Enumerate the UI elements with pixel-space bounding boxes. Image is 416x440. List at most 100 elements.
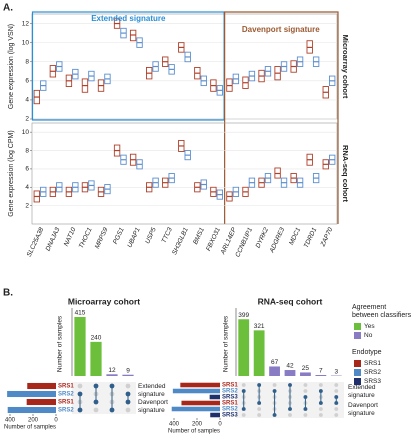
set-group-label: Extended signature	[348, 384, 376, 399]
set-label: SRS1	[58, 384, 74, 390]
x-tick-label: 0	[54, 418, 58, 424]
x-tick-label: 200	[28, 418, 39, 424]
set-size-bar	[209, 394, 220, 400]
matrix-dot	[93, 407, 99, 413]
bar	[238, 319, 250, 376]
bar	[269, 366, 280, 376]
matrix-dot	[318, 413, 323, 417]
matrix-dot-active	[241, 389, 246, 393]
set-label: SRS2	[58, 392, 74, 398]
legend-title: Endotype	[352, 349, 382, 356]
legend-swatch	[354, 360, 361, 367]
x-tick-label: ADGRE3	[268, 226, 286, 254]
matrix-dot	[303, 389, 308, 393]
matrix-bg	[72, 382, 136, 414]
set-size-bar	[27, 382, 56, 390]
matrix-dot-active	[109, 383, 115, 389]
matrix-dot-active	[77, 407, 83, 413]
matrix-dot	[334, 413, 339, 417]
matrix-dot-active	[125, 399, 131, 405]
bar	[300, 372, 311, 376]
y-tick-label: 4	[25, 184, 29, 191]
y-tick-label: 10	[22, 129, 30, 136]
y-tick-label: 2	[25, 116, 29, 123]
legend-swatch	[354, 378, 361, 385]
matrix-dot-active	[334, 401, 339, 405]
matrix-dot	[303, 383, 308, 387]
chart-title: RNA-seq cohort	[258, 296, 323, 306]
y-tick-label: 10	[22, 39, 30, 46]
matrix-dot-active	[303, 395, 308, 399]
bar	[284, 370, 296, 376]
matrix-dot	[125, 407, 131, 413]
matrix-dot-active	[272, 413, 277, 417]
set-size-bar	[210, 412, 220, 418]
value-label: 9	[126, 367, 130, 374]
y-axis-title: Gene expression (log VSN)	[8, 24, 15, 109]
set-size-bar	[172, 388, 220, 394]
matrix-dot	[257, 407, 262, 411]
value-label: 3	[334, 368, 338, 375]
set-size-bar	[181, 400, 220, 406]
bar	[253, 330, 265, 376]
set-size-bar	[171, 406, 220, 412]
bar	[106, 374, 118, 376]
matrix-dot	[334, 407, 339, 411]
matrix-dot-active	[109, 407, 115, 413]
matrix-dot	[77, 383, 83, 389]
y-axis-title: Gene expression (log CPM)	[8, 130, 15, 216]
set-label: SRS2	[222, 389, 238, 395]
legend-swatch	[354, 332, 361, 339]
matrix-dot	[257, 413, 262, 417]
set-label: SRS1	[222, 401, 238, 407]
y-tick-label: 2	[25, 202, 29, 209]
y-tick-label: 6	[25, 166, 29, 173]
set-label: SRS1	[222, 383, 238, 389]
matrix-dot-active	[93, 399, 99, 405]
set-size-bar	[26, 398, 56, 406]
y-axis-title: Number of samples	[57, 315, 64, 372]
set-group-label: Davenport signature	[138, 399, 168, 414]
chart-title: Microarray cohort	[68, 296, 140, 306]
set-group-label: Extended signature	[138, 383, 166, 398]
y-tick-label: 8	[25, 147, 29, 154]
legend-swatch	[354, 323, 361, 330]
signature-box	[224, 11, 339, 224]
set-label: SRS1	[58, 400, 74, 406]
matrix-dot-active	[257, 401, 262, 405]
panel-label: A.	[3, 3, 13, 14]
legend-label: SRS3	[364, 378, 381, 385]
bar	[315, 375, 327, 376]
panel-label: B.	[3, 288, 13, 299]
y-axis-title: Number of samples	[223, 315, 230, 372]
x-tick-label: SH3GLB1	[171, 226, 190, 256]
x-tick-label: UBAP1	[126, 226, 142, 249]
value-label: 321	[254, 323, 265, 330]
matrix-dot	[303, 413, 308, 417]
x-tick-label: MDC1	[288, 226, 302, 246]
y-tick-label: 8	[25, 58, 29, 65]
matrix-dot-active	[241, 407, 246, 411]
matrix-dot-active	[125, 391, 131, 397]
legend-title: Agreement between classifiers	[352, 304, 412, 319]
matrix-dot	[334, 383, 339, 387]
x-tick-label: DNAJA3	[45, 226, 62, 252]
bar	[74, 316, 86, 376]
matrix-dot	[318, 407, 323, 411]
matrix-dot	[241, 383, 246, 387]
set-size-bar	[7, 390, 56, 398]
matrix-dot-active	[318, 401, 323, 405]
bar	[122, 374, 134, 376]
annotation: Davenport signature	[242, 25, 320, 34]
set-size-bar	[7, 406, 56, 414]
x-tick-label: 400	[5, 418, 16, 424]
set-group-label: Davenport signature	[348, 402, 378, 417]
y-tick-label: 6	[25, 78, 29, 85]
matrix-dot-active	[93, 383, 99, 389]
set-label: SRS2	[222, 407, 238, 413]
legend-label: SRS2	[364, 369, 381, 376]
legend-label: No	[364, 332, 373, 339]
y-tick-label: 4	[25, 97, 29, 104]
